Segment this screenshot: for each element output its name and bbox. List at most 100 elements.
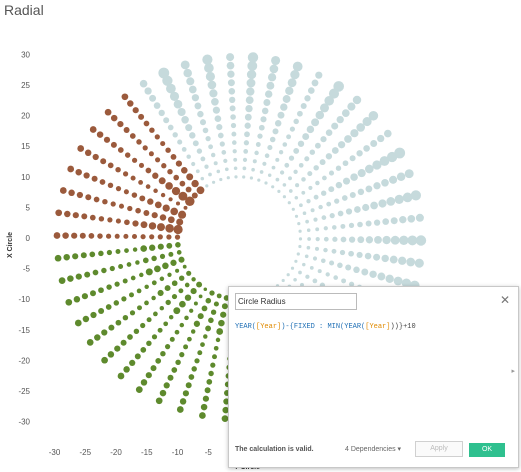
apply-button[interactable]: Apply	[415, 441, 463, 457]
scatter-point	[107, 217, 113, 223]
scatter-point	[135, 260, 140, 265]
scatter-point	[308, 87, 315, 94]
scatter-point	[311, 118, 320, 127]
scatter-point	[296, 252, 300, 256]
scatter-point	[197, 350, 203, 356]
scatter-point	[370, 201, 378, 210]
scatter-point	[134, 353, 141, 360]
scatter-point	[209, 89, 218, 98]
scatter-point	[64, 210, 71, 218]
scatter-point	[118, 264, 124, 269]
scatter-point	[179, 351, 185, 358]
scatter-point	[96, 131, 104, 138]
scatter-point	[138, 179, 144, 185]
scatter-point	[159, 305, 165, 311]
scatter-point	[205, 184, 209, 188]
scatter-point	[166, 242, 173, 249]
scatter-point	[399, 216, 407, 224]
scatter-point	[195, 169, 200, 174]
scatter-point	[246, 69, 257, 80]
scatter-point	[315, 110, 325, 120]
scatter-point	[138, 162, 145, 168]
scatter-point	[89, 126, 97, 133]
scatter-point	[196, 281, 203, 288]
scatter-point	[356, 150, 363, 157]
x-tick-label: -30	[49, 448, 61, 457]
scatter-point	[144, 300, 149, 306]
scatter-point	[168, 251, 174, 257]
scatter-point	[151, 280, 157, 286]
scatter-point	[357, 169, 366, 178]
scatter-point	[345, 208, 353, 215]
scatter-point	[230, 114, 236, 120]
scatter-point	[199, 412, 206, 419]
scatter-point	[267, 173, 272, 178]
scatter-point	[160, 350, 166, 357]
scatter-point	[132, 247, 138, 252]
scatter-point	[291, 207, 295, 211]
scatter-point	[165, 224, 174, 233]
scatter-point	[332, 225, 337, 230]
scatter-point	[63, 253, 70, 261]
scatter-point	[321, 215, 327, 220]
scatter-point	[321, 190, 327, 196]
scatter-point	[85, 194, 92, 201]
scatter-point	[211, 97, 219, 106]
scatter-point	[269, 64, 279, 74]
calculation-name-input[interactable]: Circle Radius	[235, 293, 357, 310]
scatter-point	[99, 179, 106, 185]
scatter-point	[266, 81, 275, 90]
scatter-point	[272, 128, 279, 135]
scatter-point	[233, 157, 238, 162]
dependencies-dropdown[interactable]: 4 Dependencies ▾	[345, 446, 402, 453]
expand-arrow-icon[interactable]: ▸	[511, 368, 515, 375]
formula-field: [Year]	[256, 323, 282, 331]
scatter-point	[382, 235, 391, 245]
scatter-point	[365, 220, 372, 227]
y-tick-label: 20	[21, 112, 30, 121]
scatter-point	[113, 300, 120, 306]
close-icon[interactable]: ✕	[499, 293, 510, 307]
scatter-point	[197, 110, 204, 118]
scatter-point	[76, 191, 84, 199]
scatter-point	[389, 255, 398, 264]
scatter-point	[398, 256, 407, 265]
scatter-point	[181, 167, 188, 174]
scatter-point	[167, 168, 173, 175]
scatter-point	[289, 126, 295, 132]
x-tick-label: -25	[79, 448, 91, 457]
scatter-point	[88, 233, 95, 239]
scatter-point	[280, 103, 288, 111]
scatter-point	[410, 190, 421, 201]
ok-button[interactable]: OK	[469, 443, 505, 457]
sheet-title: Radial	[4, 2, 44, 18]
scatter-point	[264, 90, 273, 98]
scatter-point	[188, 374, 195, 380]
scatter-point	[259, 170, 264, 174]
scatter-point	[304, 95, 311, 102]
scatter-point	[140, 322, 146, 329]
scatter-point	[381, 254, 389, 263]
scatter-point	[251, 167, 255, 172]
scatter-point	[287, 78, 297, 88]
scatter-point	[179, 275, 185, 281]
y-tick-label: 0	[26, 234, 31, 243]
scatter-point	[365, 185, 373, 193]
scatter-point	[68, 189, 75, 197]
scatter-point	[298, 270, 302, 275]
scatter-point	[223, 398, 230, 405]
scatter-point	[144, 87, 152, 95]
scatter-point	[393, 276, 403, 286]
scatter-point	[385, 274, 394, 283]
scatter-point	[149, 244, 156, 251]
y-tick-label: -20	[18, 356, 30, 365]
scatter-point	[267, 73, 277, 82]
scatter-point	[293, 118, 299, 125]
scatter-point	[171, 186, 181, 196]
scatter-point	[315, 236, 320, 242]
formula-editor[interactable]: YEAR([Year])-{FIXED : MIN(YEAR([Year]))}…	[235, 323, 416, 331]
scatter-point	[165, 299, 171, 306]
scatter-point	[209, 290, 215, 296]
scatter-point	[368, 111, 379, 121]
scatter-point	[157, 223, 165, 232]
